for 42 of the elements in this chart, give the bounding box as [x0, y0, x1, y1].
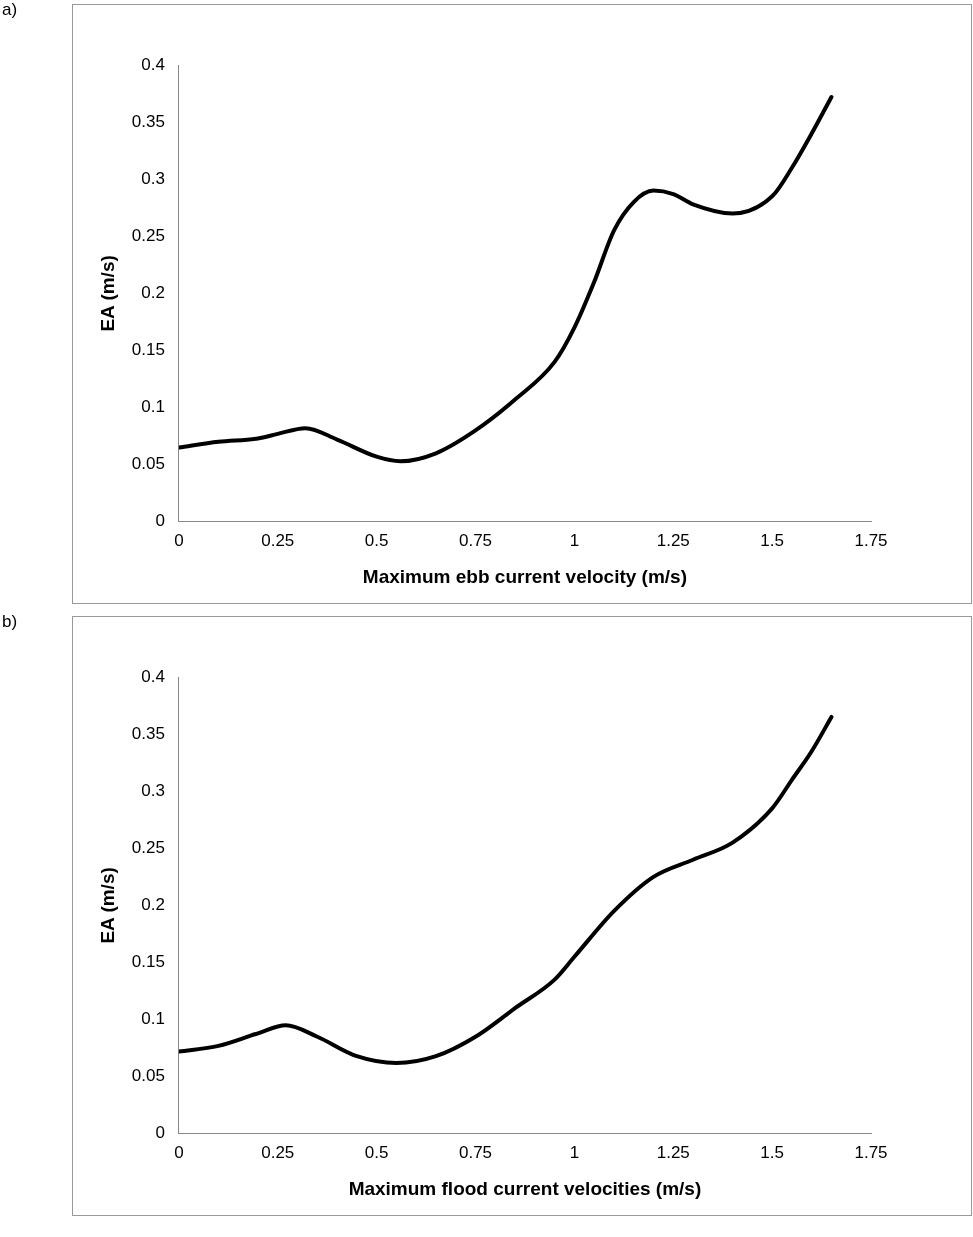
y-tick-label: 0.4 [141, 54, 165, 74]
x-tick-label: 0.25 [261, 1142, 295, 1162]
y-axis-title: EA (m/s) [96, 867, 118, 944]
y-tick-label: 0 [155, 511, 165, 531]
line-series [178, 94, 834, 464]
y-tick-label: 0.35 [131, 723, 165, 743]
x-tick-label: 0 [174, 1142, 184, 1162]
y-tick-label: 0.3 [141, 168, 165, 188]
y-tick-label: 0.1 [141, 1009, 165, 1029]
x-tick-label: 0.5 [364, 1142, 389, 1162]
y-tick-label: 0.05 [131, 454, 165, 474]
y-tick-label: 0.4 [141, 666, 165, 686]
x-tick-label: 1.75 [854, 1142, 888, 1162]
x-tick-label: 1.25 [656, 530, 690, 550]
x-tick-label: 0.75 [458, 1142, 493, 1162]
x-tick-label: 0.5 [364, 530, 389, 550]
x-axis-title: Maximum flood current velocities (m/s) [348, 1177, 702, 1199]
y-tick-label: 0.3 [141, 780, 165, 800]
y-axis-title: EA (m/s) [96, 255, 118, 332]
x-tick-label: 0 [174, 530, 184, 550]
x-tick-label: 1.5 [760, 1142, 784, 1162]
text: a) [2, 0, 18, 20]
x-tick-label: 0.25 [261, 530, 295, 550]
x-tick-label: 1.5 [760, 530, 784, 550]
x-tick-label: 1.75 [854, 530, 888, 550]
y-tick-label: 0.2 [141, 895, 165, 915]
y-tick-label: 0.15 [131, 340, 165, 360]
x-tick-label: 1 [569, 530, 580, 550]
y-tick-label: 0 [155, 1123, 165, 1143]
x-tick-label: 0.75 [458, 530, 493, 550]
x-tick-label: 1.25 [656, 1142, 690, 1162]
y-tick-label: 0.25 [131, 837, 165, 857]
y-tick-label: 0.25 [131, 225, 165, 245]
y-tick-label: 0.2 [141, 283, 165, 303]
x-tick-label: 1 [569, 1142, 580, 1162]
y-tick-label: 0.1 [141, 397, 165, 417]
y-tick-label: 0.35 [131, 111, 165, 131]
y-tick-label: 0.15 [131, 952, 165, 972]
text: b) [2, 612, 18, 632]
x-axis-title: Maximum ebb current velocity (m/s) [362, 565, 688, 587]
line-series [178, 714, 834, 1065]
y-tick-label: 0.05 [131, 1066, 165, 1086]
